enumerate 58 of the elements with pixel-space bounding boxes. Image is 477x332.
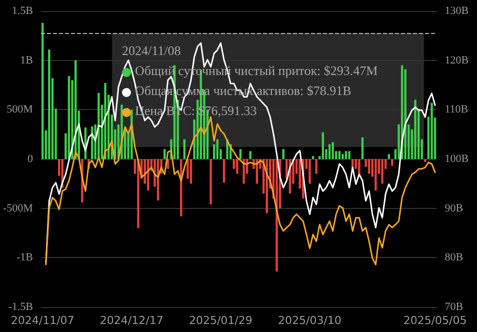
x-tick-label: 2024/11/07	[10, 314, 74, 327]
bar	[239, 149, 242, 159]
bar	[322, 132, 324, 159]
bar	[276, 159, 278, 272]
bar	[282, 149, 284, 159]
y-tick-label: 1.5B	[12, 5, 33, 17]
bar	[374, 159, 377, 191]
x-tick-label: 2025/05/05	[403, 314, 467, 327]
bar	[368, 159, 370, 174]
bar	[315, 159, 318, 174]
y-tick-label: -500M	[2, 202, 34, 214]
bar	[414, 100, 416, 159]
bar	[249, 151, 252, 159]
bar	[361, 137, 364, 159]
bar	[381, 159, 384, 184]
x-tick-label: 2025/01/29	[188, 314, 252, 327]
bar	[391, 159, 394, 166]
y2-tick-label: 100B	[444, 153, 469, 165]
y2-tick-label: 80B	[444, 252, 464, 264]
bar	[98, 92, 100, 159]
y2-tick-label: 70B	[444, 301, 464, 313]
bar	[308, 159, 311, 184]
bar	[164, 149, 166, 159]
bar	[190, 159, 192, 184]
bar	[332, 142, 334, 159]
bar	[222, 159, 226, 183]
y-tick-label: -1.5B	[8, 301, 33, 313]
bar	[342, 154, 344, 159]
y2-tick-label: 120B	[444, 54, 469, 66]
bar	[48, 49, 50, 159]
bar	[424, 159, 426, 162]
bar	[430, 102, 433, 159]
y-tick-label: -1B	[16, 252, 33, 264]
bar	[41, 22, 44, 159]
bar	[183, 139, 186, 159]
line-series	[45, 42, 436, 264]
x-tick-label: 2025/03/10	[278, 314, 342, 327]
bar	[216, 139, 218, 159]
y2-tick-label: 130B	[444, 5, 469, 17]
bar	[312, 156, 314, 159]
y-tick-label: 500M	[6, 104, 34, 116]
bar	[358, 159, 360, 174]
bar	[236, 159, 238, 174]
bar	[338, 151, 341, 159]
bar	[348, 151, 350, 159]
bar	[388, 154, 390, 159]
y2-tick-label: 90B	[444, 202, 464, 214]
bar	[328, 144, 331, 159]
y-tick-label: 0	[27, 153, 34, 165]
y-tick-label: 1B	[20, 54, 33, 66]
annotation: 2024/11/08	[122, 43, 181, 58]
x-tick-label: 2024/12/17	[100, 314, 164, 327]
bar	[137, 159, 140, 228]
bar	[344, 151, 348, 159]
bar	[242, 159, 245, 184]
line-series	[45, 116, 436, 266]
bar	[210, 159, 212, 204]
y2-tick-label: 110B	[444, 104, 468, 116]
